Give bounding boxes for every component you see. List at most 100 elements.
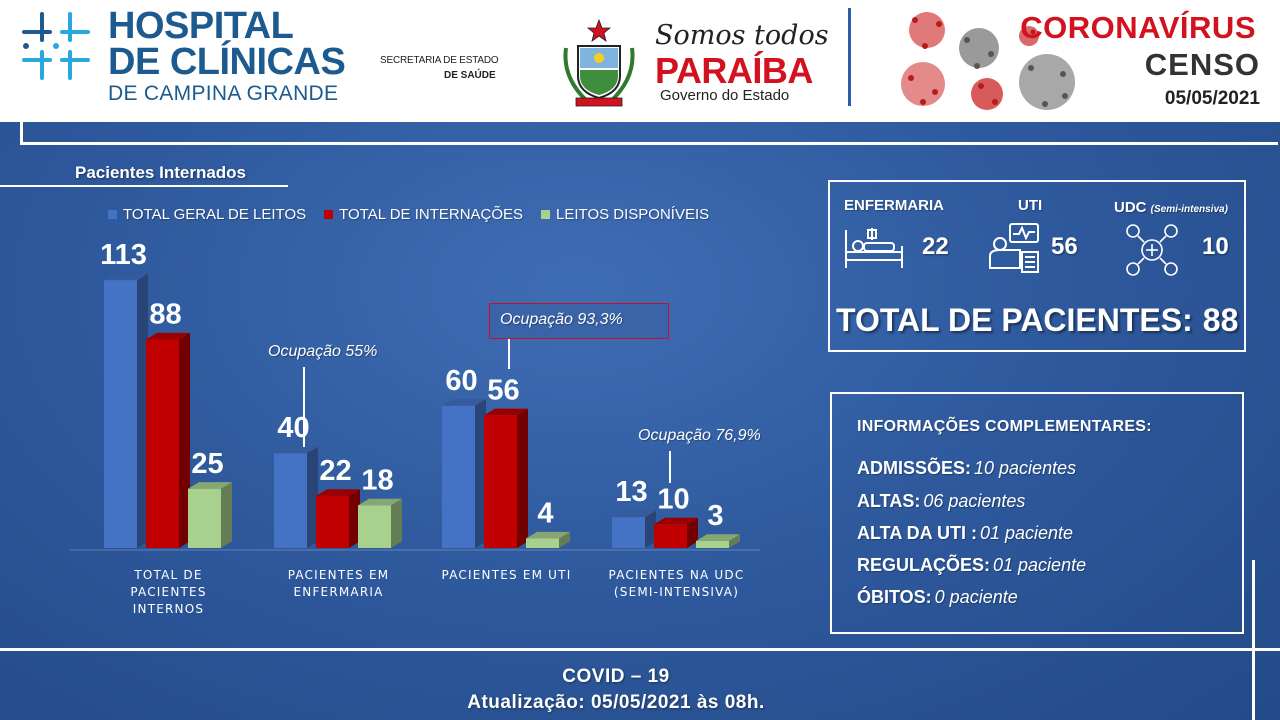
section-title: Pacientes Internados [75,163,247,182]
bar-side [687,517,698,548]
bar-side [349,489,360,548]
bar-value-label: 10 [657,483,689,515]
bar-side [475,399,486,548]
info-value: 10 pacientes [974,458,1077,478]
category-label: PACIENTES NA UDC [609,568,745,582]
bar-value-label: 22 [319,455,351,487]
bar-front [146,339,179,548]
info-value: 01 paciente [979,523,1074,543]
occupation-udc: Ocupação 76,9% [638,427,761,444]
occupation-enfermaria: Ocupação 55% [268,343,378,360]
bar-front [274,453,307,548]
censo-title: CENSO [1144,47,1260,82]
chart-legend: TOTAL GERAL DE LEITOS TOTAL DE INTERNAÇÕ… [108,206,709,223]
enfermaria-value: 22 [922,233,949,260]
bar-1-0 [274,446,318,548]
bar-front [188,488,221,548]
bar-front [104,280,137,548]
bar-side [517,408,528,548]
bar-top [696,534,740,541]
bar-3-2 [696,534,740,548]
occupation-uti: Ocupação 93,3% [500,311,623,328]
section-underline [0,185,288,187]
bar-side [391,498,402,548]
bar-top [526,531,570,539]
udc-sublabel: (Semi-intensiva) [1150,204,1228,215]
legend-label-internacoes: TOTAL DE INTERNAÇÕES [339,206,524,223]
medical-team-icon [1126,224,1178,276]
legend-item-leitos: TOTAL GERAL DE LEITOS [108,206,306,223]
footer-covid: COVID – 19 [562,666,670,687]
info-row-altas: ALTAS: 06 pacientes [857,491,1025,512]
category-label: PACIENTES EM [288,568,390,582]
bar-value-label: 25 [191,448,223,480]
coronavirus-illustration-icon [901,12,1075,110]
info-value: 06 pacientes [923,491,1026,511]
bar-top [316,489,360,496]
icu-patient-icon [989,223,1039,273]
frame-line-left [20,122,23,145]
header-divider [848,8,851,106]
frame-line-top [20,142,1278,145]
bar-2-1 [484,408,528,548]
bar-side [137,273,148,548]
bar-top [358,498,402,506]
bar-side [179,332,190,548]
occupation-enfermaria-line [303,367,305,447]
info-heading: INFORMAÇÕES COMPLEMENTARES: [857,418,1152,435]
bar-top [274,446,318,454]
info-panel [830,392,1244,634]
bar-value-label: 60 [445,365,477,397]
bar-1-1 [316,489,360,548]
info-value: 0 paciente [934,587,1018,607]
hospital-logo-icon [22,12,90,80]
bar-0-0 [104,273,148,548]
total-patients-value: 88 [1202,302,1239,338]
legend-label-leitos: TOTAL GERAL DE LEITOS [123,206,307,223]
bar-value-label: 88 [149,298,181,330]
info-label: ALTAS: [857,491,921,511]
bar-side [221,482,232,548]
bar-value-label: 18 [361,464,393,496]
occupation-uti-box [489,303,669,339]
info-row-admissoes: ADMISSÕES: 10 pacientes [857,458,1076,479]
state-crest-icon [563,18,635,107]
total-patients-label: TOTAL DE PACIENTES: [836,302,1193,338]
bar-value-label: 13 [615,476,647,508]
info-row-obitos: ÓBITOS: 0 paciente [857,587,1018,608]
legend-label-disponiveis: LEITOS DISPONÍVEIS [556,206,710,223]
category-label: (SEMI-INTENSIVA) [614,585,739,599]
bar-value-label: 3 [707,500,723,532]
bar-value-label: 113 [100,239,147,271]
info-value: 01 paciente [993,555,1087,575]
total-patients: TOTAL DE PACIENTES: 88 [836,302,1238,339]
bar-top [146,332,190,340]
udc-label-group: UDC (Semi-intensiva) [1114,199,1228,216]
footer-divider [0,648,1280,651]
category-label: INTERNOS [133,602,204,616]
bar-3-0 [612,510,656,548]
bar-2-2 [526,531,570,548]
category-label: ENFERMARIA [293,585,383,599]
bar-value-label: 56 [487,374,519,406]
coronavirus-title: CORONAVÍRUS [1020,10,1256,45]
udc-label: UDC [1114,199,1147,216]
decorative-bar [1252,560,1255,720]
bar-top [484,408,528,416]
info-label: REGULAÇÕES: [857,555,991,575]
enfermaria-label: ENFERMARIA [844,197,944,214]
header-date: 05/05/2021 [1164,88,1260,109]
bar-1-2 [358,498,402,548]
legend-item-disponiveis: LEITOS DISPONÍVEIS [541,206,709,223]
bar-side [645,510,656,548]
summary-panel [828,180,1246,352]
bar-value-label: 4 [537,498,553,530]
info-row-alta-uti: ALTA DA UTI :01 paciente [857,523,1073,544]
info-label: ADMISSÕES: [857,458,972,478]
bar-0-1 [146,332,190,548]
bar-top [104,273,148,281]
bar-side [729,534,740,548]
header: HOSPITAL DE CLÍNICAS DE CAMPINA GRANDE S… [0,0,1280,122]
bar-top [612,510,656,518]
